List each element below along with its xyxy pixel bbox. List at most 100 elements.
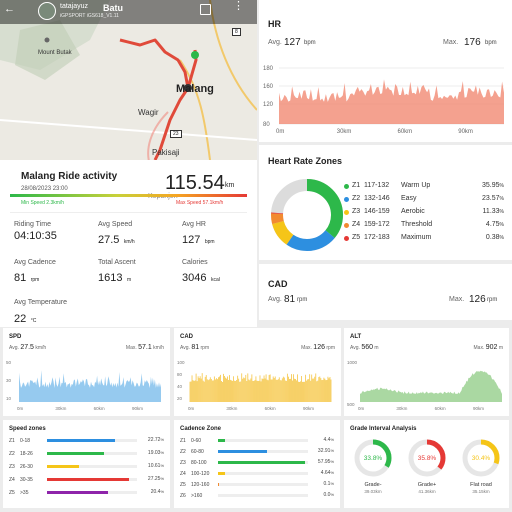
mini-xtick: 60km bbox=[265, 406, 276, 411]
mini-ytick: 80 bbox=[177, 372, 183, 377]
zone-name: Aerobic bbox=[401, 208, 425, 215]
zone-id: Z5 bbox=[180, 482, 186, 488]
mini-ytick: 500 bbox=[347, 402, 355, 407]
zone-bar-row: Z3 26-30 10.61% bbox=[9, 463, 164, 476]
zone-id: Z4 bbox=[9, 477, 15, 483]
mini-plot[interactable]: 100 80 40 20 0m 30km 60km 90km bbox=[176, 356, 336, 414]
hr-chart[interactable]: 180 160 120 80 0m 30km 60km 90km bbox=[259, 60, 512, 140]
ring-fill bbox=[354, 439, 392, 477]
stat-avg-speed: Avg Speed 27.5 km/h bbox=[98, 221, 135, 248]
zone-pct: 19.03% bbox=[148, 450, 164, 456]
grade-ring-svg[interactable]: 33.8% bbox=[353, 438, 393, 478]
hr-xtick: 90km bbox=[458, 129, 473, 135]
route-map[interactable] bbox=[0, 0, 257, 160]
donut-slice-z1[interactable] bbox=[271, 179, 343, 251]
zone-id: Z3 bbox=[352, 208, 361, 215]
zone-id: Z2 bbox=[9, 451, 15, 457]
zone-pct-unit: % bbox=[160, 463, 164, 468]
hr-area bbox=[279, 79, 504, 124]
mini-avg: Avg. 27.5 km/h bbox=[9, 344, 46, 351]
stat-avg-temperature: Avg Temperature 22 °C bbox=[0, 295, 257, 327]
grade-sub: 41.36km bbox=[418, 489, 436, 494]
zone-bar-fill bbox=[47, 478, 129, 481]
hr-zone-row: Z5 172-183 Maximum 0.38% bbox=[344, 234, 504, 247]
more-icon[interactable]: ⋮ bbox=[233, 0, 244, 12]
hr-max: 176 bbox=[464, 37, 481, 48]
mini-avg-value: 27.5 bbox=[20, 344, 34, 351]
zone-dot bbox=[344, 223, 349, 228]
cadence-zones-title: Cadence Zone bbox=[180, 426, 222, 432]
ring-fill bbox=[462, 439, 500, 477]
zone-pct-unit: % bbox=[330, 459, 334, 464]
activity-summary: Malang Ride activity 28/08/2023 23:00 Ke… bbox=[0, 160, 257, 318]
zone-id: Z1 bbox=[352, 182, 361, 189]
map-label-malang: Malang bbox=[176, 83, 214, 95]
zone-range: 0-60 bbox=[191, 438, 202, 444]
stat-value: 3046 bbox=[182, 272, 207, 284]
zone-pct: 32.91% bbox=[318, 448, 334, 454]
zone-name: Threshold bbox=[401, 221, 433, 228]
zone-bar-fill bbox=[47, 439, 116, 442]
min-speed: Min Speed 2.3km/h bbox=[21, 200, 65, 206]
grade-ring-0: 33.8% Grade- 39.03km bbox=[350, 438, 396, 504]
mini-avg-unit: km/h bbox=[35, 345, 47, 351]
zone-bar-row: Z2 18-26 19.03% bbox=[9, 450, 164, 463]
zone-dot bbox=[344, 184, 349, 189]
donut-slice-z4[interactable] bbox=[271, 179, 343, 251]
mini-chart-cad: CAD Avg. 81 rpm Max. 126 rpm 100 80 40 20 0m 30k… bbox=[174, 328, 341, 416]
zone-pct: 0.0% bbox=[323, 492, 334, 498]
mini-plot[interactable]: 50 30 10 0m 30km 60km 90km bbox=[5, 356, 165, 414]
zone-pct-value: 0.0 bbox=[323, 492, 331, 498]
zone-bar-row: Z6 >160 0.0% bbox=[180, 492, 334, 503]
back-arrow-icon[interactable]: ← bbox=[4, 3, 15, 15]
zone-name: Maximum bbox=[401, 234, 432, 241]
mini-xtick: 60km bbox=[94, 406, 105, 411]
mini-max-value: 902 bbox=[485, 344, 498, 351]
stat-unit: °C bbox=[30, 318, 37, 324]
zone-range: 120-160 bbox=[191, 482, 210, 488]
zone-id: Z3 bbox=[9, 464, 15, 470]
mini-title: ALT bbox=[350, 334, 362, 340]
zone-bar-track bbox=[218, 439, 308, 442]
mini-max-value: 126 bbox=[313, 344, 325, 351]
zone-id: Z5 bbox=[352, 234, 361, 241]
distance-unit: km bbox=[225, 182, 235, 189]
max-speed: Max Speed 57.1km/h bbox=[176, 200, 224, 206]
hr-zones-panel: Heart Rate Zones Z1 117-132 Warm Up 35.95% Z… bbox=[259, 145, 512, 260]
ring-pct: 33.8% bbox=[364, 455, 383, 462]
share-icon[interactable] bbox=[200, 4, 211, 15]
mini-max-label: Max. bbox=[125, 345, 139, 351]
donut-slice-z2[interactable] bbox=[271, 179, 343, 251]
mini-ytick: 50 bbox=[6, 360, 12, 365]
hr-xtick: 0m bbox=[276, 129, 284, 135]
zone-range: 146-159 bbox=[364, 208, 390, 215]
grade-ring-svg[interactable]: 35.8% bbox=[407, 438, 447, 478]
zone-range: 159-172 bbox=[364, 221, 390, 228]
stat-unit: km/h bbox=[123, 239, 135, 245]
zone-pct-value: 35.95 bbox=[482, 182, 500, 189]
hr-zone-row: Z4 159-172 Threshold 4.75% bbox=[344, 221, 504, 234]
stat-value: 81 bbox=[14, 272, 27, 284]
zone-pct-value: 27.25 bbox=[147, 476, 161, 482]
grade-ring-svg[interactable]: 30.4% bbox=[461, 438, 501, 478]
stat-value: 127 bbox=[182, 234, 201, 246]
map-panel[interactable]: ← tatajayuz iGPSPORT iGS618_V1.11 Batu ⋮… bbox=[0, 0, 257, 160]
hr-zone-row: Z3 146-159 Aerobic 11.33% bbox=[344, 208, 504, 221]
zone-pct: 23.57% bbox=[482, 195, 504, 202]
mini-xtick: 90km bbox=[473, 406, 484, 411]
mini-max: Max. 126 rpm bbox=[301, 344, 335, 351]
hr-zones-donut[interactable] bbox=[267, 175, 347, 255]
ring-pct: 35.8% bbox=[418, 455, 437, 462]
stat-unit: m bbox=[126, 277, 132, 283]
stat-label: Total Ascent bbox=[98, 259, 136, 266]
stat-unit: bpm bbox=[204, 239, 215, 245]
hr-panel: HR Avg. 127 bpm Max. 176 bpm 180 160 120 80… bbox=[259, 0, 512, 142]
grade-ring-1: 35.8% Grade+ 41.36km bbox=[404, 438, 450, 504]
mini-ytick: 20 bbox=[177, 396, 183, 401]
stat-unit: kcal bbox=[210, 277, 220, 283]
zone-range: 132-146 bbox=[364, 195, 390, 202]
hr-xtick: 30km bbox=[337, 129, 352, 135]
zone-pct-value: 23.57 bbox=[482, 195, 500, 202]
zone-pct-value: 4.4 bbox=[323, 437, 331, 443]
